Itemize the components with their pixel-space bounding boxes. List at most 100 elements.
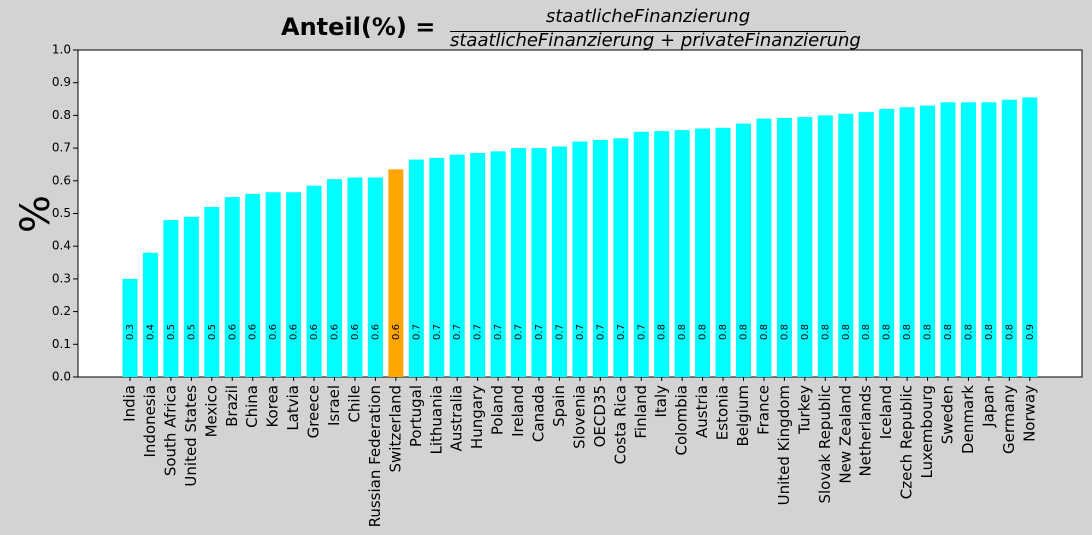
x-tick-label: Netherlands: [857, 385, 875, 477]
x-tick-label: Spain: [550, 385, 568, 427]
data-label: 0.6: [289, 324, 300, 340]
data-label: 0.7: [554, 324, 565, 340]
bar: [204, 206, 220, 377]
data-label: 0.7: [411, 324, 422, 340]
bar: [613, 138, 629, 377]
x-tick-label: Australia: [448, 385, 466, 451]
x-tick-label: Costa Rica: [611, 385, 629, 464]
x-tick-label: Finland: [632, 385, 650, 439]
x-tick-label: South Africa: [161, 385, 179, 476]
bar: [449, 154, 465, 377]
bar: [1001, 99, 1017, 377]
bar: [654, 131, 670, 377]
bar: [940, 102, 956, 377]
bar: [858, 112, 874, 377]
bar: [347, 177, 363, 377]
data-label: 0.6: [268, 324, 279, 340]
bar: [511, 148, 527, 377]
x-tick-label: Chile: [345, 385, 363, 423]
x-tick-label: Russian Federation: [366, 385, 384, 527]
data-label: 0.8: [739, 324, 750, 340]
x-tick-label: Indonesia: [141, 385, 159, 458]
data-label: 0.6: [370, 324, 381, 340]
data-label: 0.3: [125, 324, 136, 340]
bars: [122, 97, 1038, 378]
data-label: 0.8: [800, 324, 811, 340]
bar: [899, 107, 915, 377]
bar: [633, 131, 649, 377]
x-tick-label: Korea: [264, 385, 282, 428]
data-label: 0.6: [391, 324, 402, 340]
y-tick-label: 1.0: [52, 43, 71, 57]
x-tick-label: Hungary: [468, 385, 486, 449]
data-label: 0.9: [1025, 324, 1036, 340]
bar: [142, 252, 158, 377]
data-label: 0.8: [984, 324, 995, 340]
x-tick-label: Italy: [652, 385, 670, 418]
data-label: 0.7: [473, 324, 484, 340]
bar: [715, 127, 731, 378]
title-fraction-bar: [450, 31, 846, 32]
data-label: 0.8: [779, 324, 790, 340]
data-label: 0.7: [575, 324, 586, 340]
data-label: 0.8: [820, 324, 831, 340]
data-label: 0.8: [902, 324, 913, 340]
bar: [879, 108, 895, 378]
y-tick-label: 0.6: [52, 173, 71, 187]
x-tick-label: New Zealand: [836, 385, 854, 484]
bar: [367, 177, 383, 377]
x-tick-label: Austria: [693, 385, 711, 438]
x-tick-label: Canada: [530, 385, 548, 442]
x-tick-label: Japan: [979, 385, 997, 428]
bar: [736, 123, 751, 377]
bar: [470, 153, 486, 377]
x-tick-label: Belgium: [734, 385, 752, 447]
bar: [920, 105, 936, 377]
bar: [224, 197, 240, 377]
bar: [327, 179, 342, 377]
title-numerator: staatlicheFinanzierung: [545, 6, 751, 27]
data-label: 0.8: [841, 324, 852, 340]
x-tick-label: India: [121, 385, 139, 422]
data-label: 0.6: [227, 324, 238, 340]
x-tick-label: Colombia: [673, 385, 691, 456]
data-label: 0.6: [248, 324, 259, 340]
x-tick-label: United States: [182, 385, 200, 487]
data-label: 0.8: [698, 324, 709, 340]
data-label: 0.7: [514, 324, 525, 340]
y-axis-label: %: [13, 195, 59, 233]
x-tick-label: United Kingdom: [775, 385, 793, 505]
data-label: 0.5: [207, 324, 218, 340]
data-label: 0.8: [718, 324, 729, 340]
bar: [981, 102, 997, 377]
y-axis: 0.0 0.1 0.2 0.3 0.4 0.5 0.6 0.7 0.8 0.9 1.0: [52, 43, 78, 384]
x-tick-label: Slovak Republic: [816, 385, 834, 504]
x-tick-label: Turkey: [795, 385, 813, 435]
bar: [674, 130, 690, 377]
bar: [429, 157, 445, 377]
bar: [551, 146, 567, 377]
data-label: 0.6: [309, 324, 320, 340]
x-tick-label: Greece: [305, 385, 323, 438]
bar: [572, 141, 588, 377]
x-tick-label: Denmark: [959, 385, 977, 454]
bar: [797, 117, 813, 377]
x-tick-label: Mexico: [202, 385, 220, 437]
bar: [592, 139, 608, 377]
data-label: 0.7: [534, 324, 545, 340]
x-tick-label: China: [243, 385, 261, 428]
x-tick-label: Czech Republic: [898, 385, 916, 499]
x-axis: India Indonesia South Africa United States M…: [121, 377, 1038, 527]
y-tick-label: 0.9: [52, 75, 71, 89]
x-tick-label: France: [754, 385, 772, 435]
data-label: 0.8: [1004, 324, 1015, 340]
data-label: 0.7: [452, 324, 463, 340]
bar: [776, 118, 792, 378]
x-tick-label: Latvia: [284, 385, 302, 431]
data-label: 0.7: [432, 324, 443, 340]
y-tick-label: 0.5: [52, 206, 71, 220]
y-tick-label: 0.3: [52, 271, 71, 285]
x-tick-label: Lithuania: [427, 385, 445, 454]
y-tick-label: 0.1: [52, 337, 71, 351]
